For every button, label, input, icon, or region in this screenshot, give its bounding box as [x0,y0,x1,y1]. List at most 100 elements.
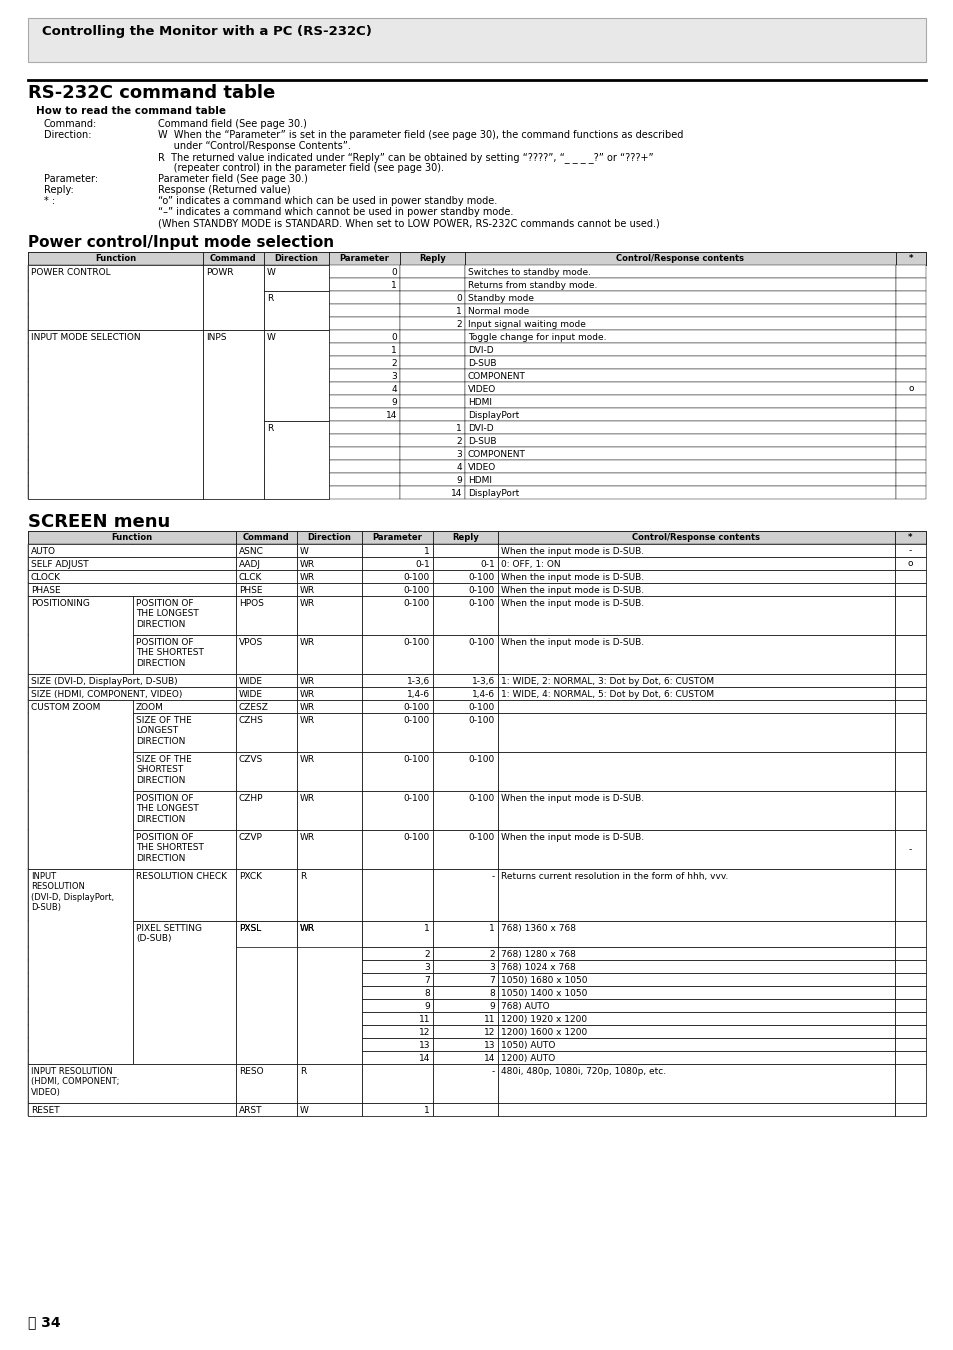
Bar [497,986,894,999]
Text: WR: WR [299,833,314,842]
Bar [361,687,433,701]
Text: CZESZ: CZESZ [239,703,269,711]
Bar [497,570,894,583]
Bar [296,570,361,583]
Bar [235,973,296,985]
Bar [264,433,329,447]
Bar [132,595,235,634]
Text: When the input mode is D-SUB.: When the input mode is D-SUB. [500,639,643,647]
Bar [497,973,894,985]
Bar [132,634,235,674]
Bar [132,791,235,830]
Bar [296,531,361,544]
Text: POSITION OF
THE LONGEST
DIRECTION: POSITION OF THE LONGEST DIRECTION [136,794,198,824]
Bar [235,752,296,791]
Bar [433,973,497,985]
Bar [235,999,296,1012]
Bar [894,986,925,999]
Bar [264,421,329,433]
Bar [894,1012,925,1025]
Bar [433,869,497,921]
Text: 7: 7 [424,976,430,986]
Bar [497,558,894,570]
Bar [28,570,132,583]
Text: 3: 3 [456,450,461,459]
Bar [296,1103,361,1116]
Bar [235,791,296,830]
Bar [329,421,399,433]
Bar [203,265,264,278]
Text: PXSL: PXSL [239,923,261,933]
Bar [361,570,433,583]
Text: 0-100: 0-100 [403,572,430,582]
Bar [28,329,203,343]
Bar [433,558,497,570]
Bar [894,558,925,570]
Bar [28,252,925,265]
Bar [361,960,433,973]
Bar [361,1025,433,1038]
Text: WR: WR [299,923,314,933]
Bar [329,408,399,421]
Bar [894,634,925,674]
Bar [28,304,203,317]
Text: 12: 12 [418,1027,430,1037]
Text: CLOCK: CLOCK [30,572,61,582]
Bar [433,1052,497,1064]
Text: 1: 1 [391,281,396,290]
Text: W: W [267,333,275,342]
Bar [132,595,235,634]
Text: RESET: RESET [30,1106,59,1115]
Text: 3: 3 [489,963,495,972]
Bar [497,999,894,1012]
Bar [28,960,132,973]
Text: POWER CONTROL: POWER CONTROL [30,269,111,277]
Bar [296,1012,361,1025]
Bar [497,1038,894,1052]
Bar [235,687,296,701]
Bar [296,1052,361,1064]
Text: 8: 8 [424,990,430,998]
Bar [433,1103,497,1116]
Bar [497,1064,894,1103]
Bar [132,1052,235,1064]
Text: 1: 1 [391,346,396,355]
Bar [264,356,329,369]
Bar [433,752,497,791]
Bar [433,869,497,921]
Bar [329,447,399,460]
Bar [894,1064,925,1103]
Text: SCREEN menu: SCREEN menu [28,513,170,531]
Bar [894,1012,925,1025]
Bar [433,1052,497,1064]
Bar [433,583,497,595]
Bar [28,460,203,472]
Text: WR: WR [299,639,314,647]
Bar [28,583,132,595]
Bar [296,544,361,558]
Bar [28,421,203,433]
Bar [132,713,235,752]
Text: 0-100: 0-100 [403,599,430,608]
Bar [264,329,329,343]
Text: 0-100: 0-100 [468,794,495,803]
Bar [497,634,894,674]
Bar [203,433,264,447]
Bar [264,460,329,472]
Bar [894,1064,925,1103]
Text: When the input mode is D-SUB.: When the input mode is D-SUB. [500,599,643,608]
Bar [296,791,361,830]
Bar [497,869,894,921]
Bar [433,791,497,830]
Bar [235,595,296,634]
Bar [399,292,464,304]
Bar [28,292,203,304]
Bar [132,674,235,687]
Bar [329,382,399,396]
Text: 2: 2 [456,437,461,446]
Bar [894,752,925,791]
Bar [433,946,497,960]
Text: ⓔ 34: ⓔ 34 [28,1315,61,1328]
Text: VIDEO: VIDEO [468,385,496,394]
Bar [28,558,235,570]
